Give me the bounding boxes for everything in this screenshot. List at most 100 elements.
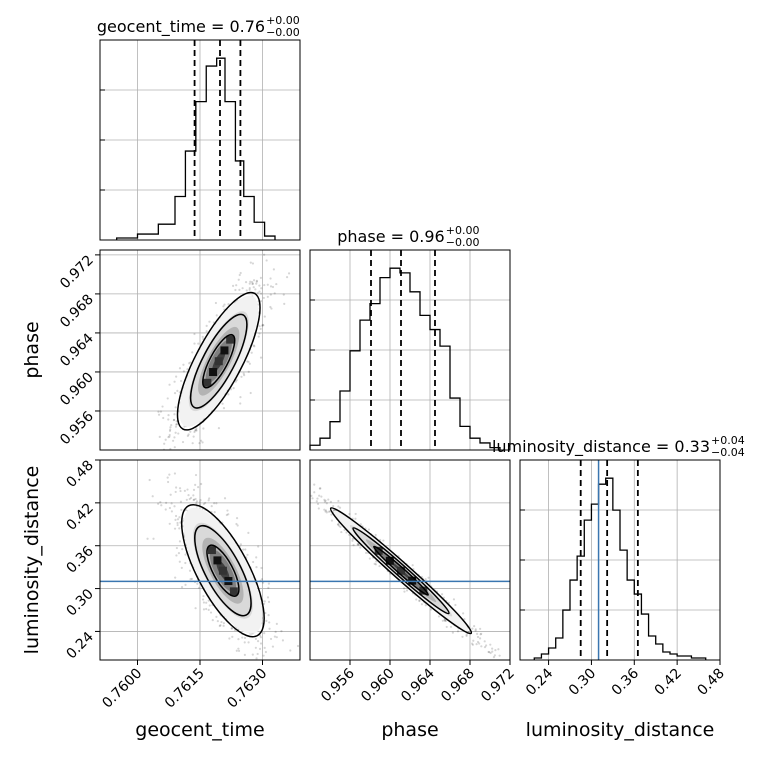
sample-point (337, 505, 340, 508)
sample-point (320, 495, 323, 498)
sample-point (324, 510, 327, 513)
sample-point (259, 642, 263, 645)
sample-point (258, 290, 261, 293)
sample-point (316, 497, 319, 500)
sample-point (471, 642, 474, 645)
sample-point (263, 632, 266, 635)
sample-point (479, 627, 482, 630)
sample-point (259, 356, 263, 359)
sample-point (260, 287, 263, 290)
sample-point (209, 611, 213, 614)
sample-point (178, 367, 182, 370)
sample-point (489, 643, 492, 646)
sample-point (213, 502, 216, 505)
sample-point (255, 279, 259, 282)
sample-point (244, 548, 247, 551)
contour-1 (189, 313, 248, 409)
sample-point (351, 537, 354, 540)
sample-point (262, 602, 266, 605)
sample-point (192, 494, 195, 497)
sample-point (287, 272, 291, 275)
y-tick-label-luminosity_distance: 0.48 (63, 458, 96, 491)
sample-point (195, 427, 198, 430)
sample-point (255, 556, 258, 559)
sample-point (307, 490, 309, 492)
sample-point (222, 622, 226, 625)
sample-point (201, 598, 205, 601)
axes-frame (309, 249, 511, 451)
sample-point (218, 624, 221, 628)
sample-point (173, 436, 176, 439)
sample-point (243, 653, 246, 656)
sample-point (198, 442, 201, 445)
sample-point (172, 418, 176, 421)
sample-point (200, 482, 203, 486)
sample-point (175, 486, 178, 489)
title-sub: −0.00 (266, 26, 300, 39)
sample-point (275, 636, 278, 639)
sample-point (262, 296, 265, 300)
sample-point (179, 379, 183, 383)
sample-point (182, 370, 186, 373)
sample-point (231, 284, 235, 287)
y-tick-label-phase: 0.972 (57, 252, 97, 292)
sample-point (379, 538, 382, 542)
sample-point (152, 537, 155, 540)
contour-2 (373, 545, 429, 596)
hist-panel-geocent_time (99, 39, 301, 241)
sample-point (193, 430, 196, 434)
sample-point (246, 360, 249, 363)
sample-point (271, 645, 275, 648)
sample-point (248, 288, 251, 291)
sample-point (173, 392, 177, 395)
sample-point (184, 553, 187, 556)
sample-point (330, 519, 334, 522)
sample-point (178, 527, 181, 530)
sample-point (310, 494, 313, 497)
sample-point (258, 284, 261, 287)
sample-point (178, 540, 182, 543)
sample-point (452, 598, 456, 601)
sample-point (162, 416, 165, 420)
sample-point (176, 465, 178, 467)
sample-point (290, 468, 292, 470)
sample-point (269, 637, 273, 641)
sample-point (235, 517, 239, 520)
sample-point (234, 288, 237, 292)
sample-point (192, 498, 195, 502)
axes-frame (99, 39, 301, 241)
sample-point (173, 380, 176, 383)
sample-point (348, 533, 351, 536)
sample-point (511, 664, 513, 666)
sample-point (311, 497, 314, 500)
sample-point (237, 647, 240, 650)
sample-point (173, 527, 177, 530)
sample-point (269, 285, 273, 288)
sample-point (228, 637, 231, 640)
sample-point (174, 576, 177, 579)
sample-point (266, 283, 269, 286)
sample-point (168, 506, 171, 510)
sample-point (194, 497, 197, 501)
density-cell (419, 586, 428, 595)
sample-point (332, 504, 335, 508)
sample-point (356, 543, 359, 546)
sample-point (262, 324, 265, 327)
sample-point (180, 586, 184, 589)
sample-point (157, 410, 160, 413)
sample-point (180, 453, 182, 455)
sample-point (273, 635, 276, 638)
sample-point (269, 293, 272, 296)
sample-point (263, 315, 266, 318)
sample-point (170, 502, 173, 505)
sample-point (199, 498, 202, 502)
sample-point (195, 502, 198, 505)
sample-point (180, 508, 183, 512)
x-tick-label-phase: 0.964 (398, 665, 438, 705)
sample-point (192, 435, 195, 438)
sample-point (268, 246, 270, 248)
contour-0 (180, 503, 265, 638)
contour-1 (194, 524, 252, 617)
sample-point (247, 370, 250, 373)
sample-point (239, 402, 242, 405)
